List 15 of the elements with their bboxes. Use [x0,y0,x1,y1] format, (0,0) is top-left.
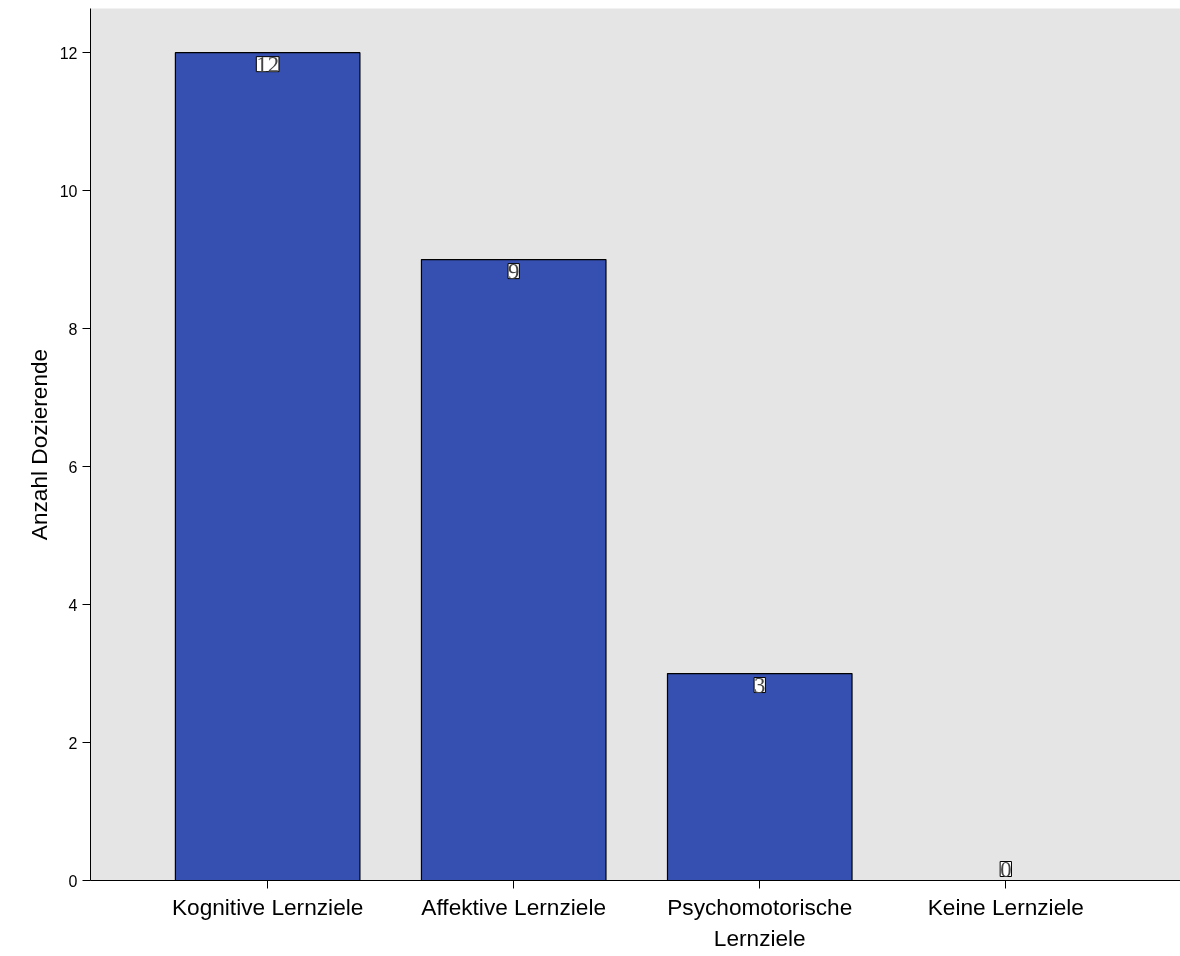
data-label: 0 [1000,856,1012,882]
x-tick-label: Psychomotorische Lernziele [667,893,853,951]
y-tick-label: 6 [68,458,78,476]
x-tick-label: Kognitive Lernziele [171,893,364,920]
data-label: 12 [256,51,279,77]
x-tick-label: Keine Lernziele [927,893,1084,920]
y-tick-label: 12 [59,44,78,62]
y-tick-label: 4 [68,596,78,614]
data-label: 3 [754,672,766,698]
y-tick-label: 8 [68,320,78,338]
y-axis-title: Anzahl Dozierende [25,348,52,541]
y-tick-label: 10 [59,182,78,200]
y-tick-label: 2 [68,734,78,752]
x-tick-label: Affektive Lernziele [421,893,607,920]
y-tick-label: 0 [68,872,78,890]
